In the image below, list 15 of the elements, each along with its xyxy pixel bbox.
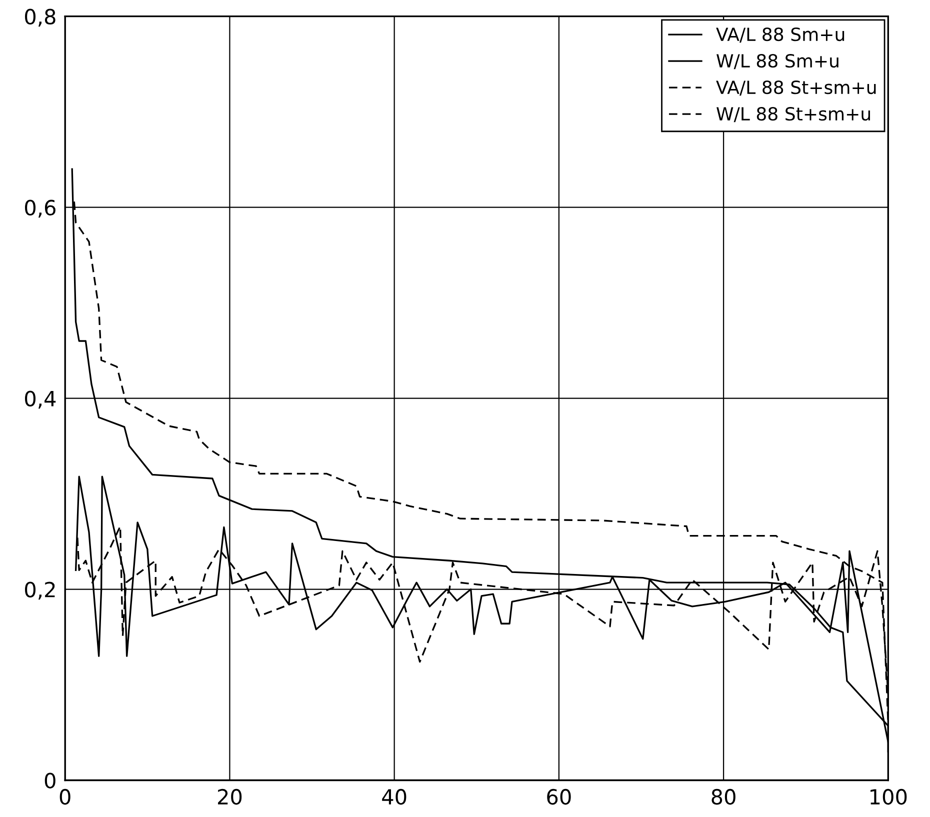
y-tick-label: 0 [44,772,56,788]
legend-label: W/L 88 St+sm+u [716,107,870,122]
y-tick-label: 0,6 [25,200,56,218]
legend-label: VA/L 88 St+sm+u [716,80,876,96]
y-tick-label: 0,8 [25,8,56,27]
x-tick-label: 40 [382,788,406,805]
legend-label: W/L 88 Sm+u [716,54,838,70]
x-tick-label: 20 [218,788,242,805]
x-tick-label: 80 [712,788,736,805]
y-tick-label: 0,2 [25,582,55,600]
x-tick-label: 60 [547,788,571,805]
x-tick-label: 0 [60,788,70,805]
legend-label: VA/L 88 Sm+u [716,27,844,43]
x-tick-label: 100 [870,788,907,805]
y-tick-label: 0,4 [25,390,56,409]
